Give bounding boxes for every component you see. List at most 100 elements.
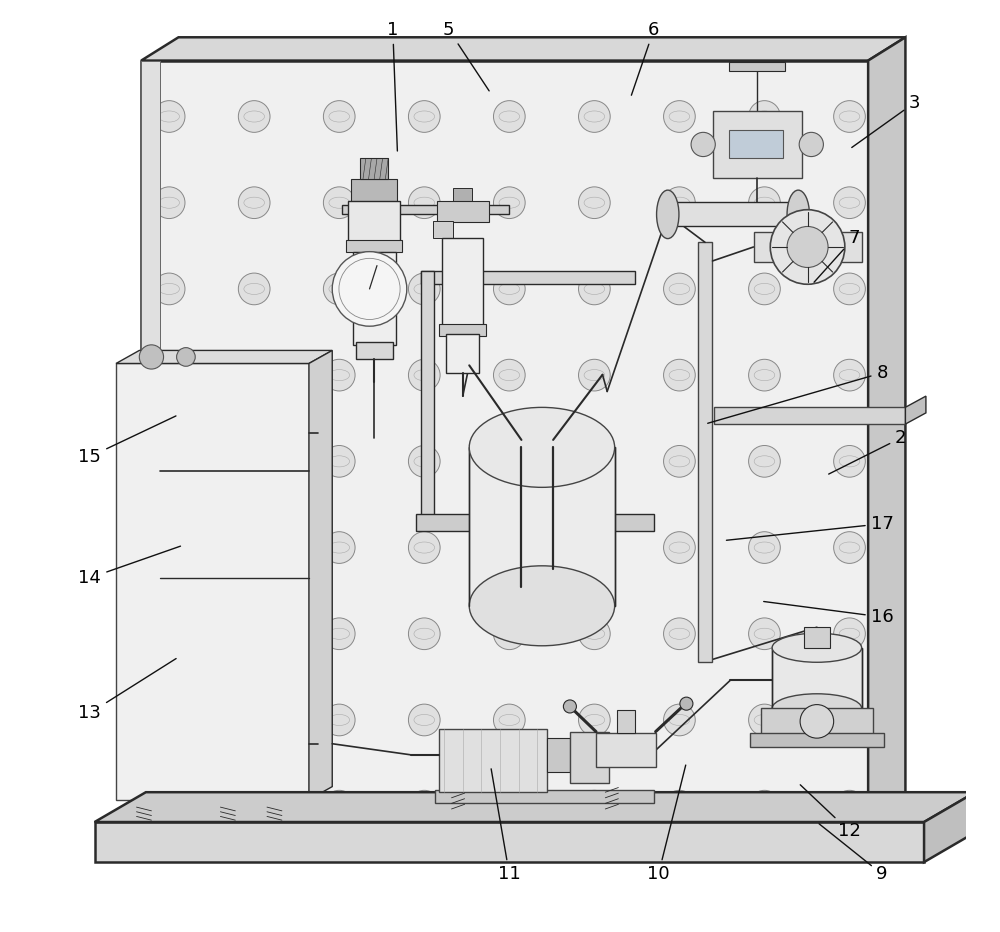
- Circle shape: [153, 101, 185, 132]
- Bar: [437, 201, 489, 222]
- Circle shape: [332, 252, 407, 326]
- Circle shape: [664, 705, 695, 736]
- Text: 7: 7: [814, 228, 860, 282]
- Circle shape: [493, 101, 525, 132]
- Circle shape: [238, 273, 270, 305]
- Circle shape: [749, 618, 780, 650]
- Circle shape: [323, 186, 355, 219]
- Circle shape: [749, 273, 780, 305]
- Text: 17: 17: [726, 514, 894, 541]
- Ellipse shape: [772, 633, 862, 663]
- Circle shape: [749, 705, 780, 736]
- Circle shape: [664, 790, 695, 822]
- Circle shape: [579, 101, 610, 132]
- Ellipse shape: [469, 407, 615, 487]
- Bar: [469, 447, 615, 606]
- Circle shape: [493, 273, 525, 305]
- Circle shape: [493, 618, 525, 650]
- Circle shape: [323, 273, 355, 305]
- Circle shape: [323, 618, 355, 650]
- Bar: [421, 271, 434, 522]
- Circle shape: [408, 186, 440, 219]
- Circle shape: [579, 618, 610, 650]
- Circle shape: [664, 618, 695, 650]
- Bar: [360, 158, 388, 179]
- Polygon shape: [924, 792, 975, 862]
- Bar: [421, 271, 635, 284]
- Text: 14: 14: [78, 546, 180, 587]
- Circle shape: [834, 273, 865, 305]
- Bar: [772, 648, 862, 708]
- Circle shape: [153, 359, 185, 391]
- Bar: [442, 238, 483, 326]
- Circle shape: [579, 359, 610, 391]
- Bar: [804, 627, 830, 648]
- Circle shape: [153, 186, 185, 219]
- Circle shape: [408, 705, 440, 736]
- Bar: [729, 62, 785, 71]
- Circle shape: [664, 445, 695, 477]
- Circle shape: [834, 618, 865, 650]
- Circle shape: [770, 210, 845, 284]
- Bar: [342, 205, 509, 214]
- Circle shape: [749, 445, 780, 477]
- Circle shape: [153, 790, 185, 822]
- Bar: [348, 201, 400, 242]
- Circle shape: [408, 790, 440, 822]
- Polygon shape: [95, 792, 975, 822]
- Circle shape: [153, 445, 185, 477]
- Circle shape: [579, 445, 610, 477]
- Circle shape: [408, 359, 440, 391]
- Bar: [141, 61, 868, 834]
- Ellipse shape: [469, 566, 615, 646]
- Text: 13: 13: [78, 659, 176, 722]
- Text: 16: 16: [764, 601, 893, 626]
- Text: 9: 9: [819, 824, 888, 884]
- Text: 11: 11: [491, 769, 521, 884]
- Circle shape: [323, 531, 355, 563]
- Text: 8: 8: [708, 363, 888, 423]
- Bar: [698, 242, 712, 662]
- Polygon shape: [905, 396, 926, 424]
- Circle shape: [153, 618, 185, 650]
- Bar: [346, 240, 402, 252]
- Bar: [750, 733, 884, 747]
- Circle shape: [493, 531, 525, 563]
- Circle shape: [579, 705, 610, 736]
- Circle shape: [664, 186, 695, 219]
- Circle shape: [177, 348, 195, 366]
- Ellipse shape: [787, 190, 809, 239]
- Bar: [416, 514, 654, 531]
- Bar: [433, 221, 453, 238]
- Bar: [439, 324, 486, 336]
- Bar: [435, 790, 654, 803]
- Text: 1: 1: [387, 21, 399, 151]
- Circle shape: [749, 186, 780, 219]
- Circle shape: [238, 618, 270, 650]
- Circle shape: [408, 531, 440, 563]
- Circle shape: [579, 186, 610, 219]
- Bar: [474, 212, 485, 222]
- Circle shape: [787, 226, 828, 267]
- Circle shape: [664, 359, 695, 391]
- Circle shape: [800, 705, 834, 738]
- Circle shape: [153, 273, 185, 305]
- Circle shape: [680, 697, 693, 710]
- Text: 15: 15: [78, 416, 176, 466]
- Circle shape: [579, 531, 610, 563]
- Circle shape: [493, 359, 525, 391]
- Circle shape: [749, 101, 780, 132]
- Circle shape: [579, 273, 610, 305]
- Circle shape: [834, 531, 865, 563]
- Circle shape: [323, 359, 355, 391]
- Circle shape: [238, 101, 270, 132]
- Circle shape: [749, 531, 780, 563]
- Text: 6: 6: [631, 21, 659, 95]
- Text: 3: 3: [852, 93, 920, 147]
- Text: 2: 2: [829, 429, 907, 474]
- Circle shape: [323, 705, 355, 736]
- Bar: [116, 363, 309, 800]
- Bar: [356, 342, 393, 359]
- Text: 10: 10: [647, 765, 686, 884]
- Circle shape: [834, 790, 865, 822]
